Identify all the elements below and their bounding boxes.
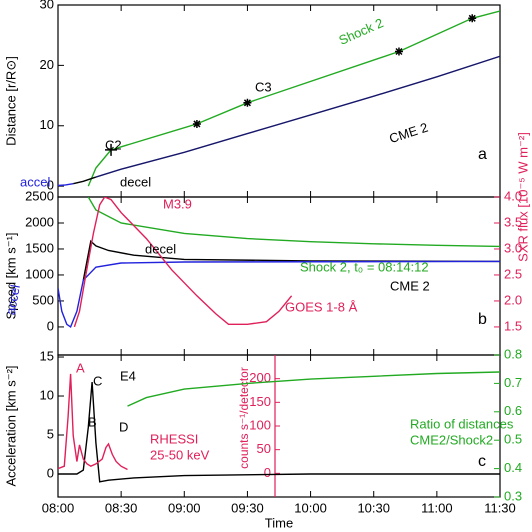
marker: [394, 47, 403, 56]
data-line: [58, 183, 74, 187]
y-tick-label: 15: [40, 348, 54, 363]
y2-tick-label: 0.5: [504, 432, 522, 447]
y3-tick-label: 0: [264, 465, 271, 480]
annotation: B: [88, 414, 97, 429]
x-tick-label: 08:30: [105, 500, 138, 515]
data-line: [58, 373, 128, 471]
series-label: decel: [120, 174, 151, 189]
y2-tick-label: 4.0: [504, 188, 522, 203]
x-tick-label: 10:30: [357, 500, 390, 515]
marker: [105, 143, 118, 156]
data-line: [58, 260, 500, 328]
series-label: GOES 1-8 Å: [285, 299, 358, 314]
x-axis-label: Time: [265, 515, 293, 530]
y2-tick-label: 2.0: [504, 292, 522, 307]
annotation: A: [76, 360, 85, 375]
y-tick-label: 2500: [25, 188, 54, 203]
panel-frame: [57, 354, 501, 498]
y-tick-label: 5: [47, 426, 54, 441]
y-tick-label: 30: [40, 0, 54, 11]
x-tick-label: 08:00: [42, 500, 75, 515]
series-label: Shock 2: [337, 15, 386, 48]
series-label: Ratio of distances: [410, 416, 514, 431]
y3-tick-label: 150: [249, 394, 271, 409]
series-label: accel: [20, 174, 50, 189]
x-tick-label: 10:00: [294, 500, 327, 515]
y3-axis-label: counts s⁻¹/detector: [237, 367, 251, 469]
marker: [192, 119, 201, 128]
series-label: accel: [3, 283, 23, 316]
y2-tick-label: 0.3: [504, 488, 522, 503]
y-tick-label: 20: [40, 57, 54, 72]
marker: [468, 14, 477, 23]
y-tick-label: 0: [47, 465, 54, 480]
annotation: D: [119, 419, 128, 434]
y-axis-label: Acceleration [km s⁻²]: [3, 365, 18, 486]
panel-frame: [57, 196, 501, 356]
annotation: b: [478, 311, 487, 328]
annotation: c: [478, 453, 486, 470]
plot-area: [58, 10, 500, 187]
y-tick-label: 1500: [25, 240, 54, 255]
y-axis-label: Speed [km s⁻¹]: [3, 232, 18, 319]
plot-area: [58, 371, 500, 483]
y2-axis-label: SXR flux [10⁻⁵ W m⁻²]: [515, 132, 530, 262]
y2-tick-label: 3.5: [504, 214, 522, 229]
y2-tick-label: 1.5: [504, 318, 522, 333]
series-label: Shock 2, t₀ = 08:14:12: [300, 259, 429, 274]
marker: [243, 98, 252, 107]
data-line: [87, 197, 500, 248]
y2-tick-label: 0.7: [504, 375, 522, 390]
y2-tick-label: 3.0: [504, 240, 522, 255]
annotation: M3.9: [163, 196, 192, 211]
x-tick-label: 09:30: [231, 500, 264, 515]
annotation: CME 2: [390, 278, 430, 293]
x-tick-label: 11:30: [484, 500, 516, 515]
y2-tick-label: 0.6: [504, 403, 522, 418]
y-tick-label: 10: [40, 387, 54, 402]
data-line: [95, 55, 500, 178]
series-label: CME 2: [387, 120, 429, 147]
data-line: [73, 197, 293, 328]
y2-tick-label: 0.4: [504, 460, 522, 475]
y-tick-label: 500: [32, 292, 54, 307]
y2-tick-label: 0.8: [504, 346, 522, 361]
y-tick-label: 1000: [25, 266, 54, 281]
data-line: [127, 371, 500, 407]
plot-area: [58, 197, 500, 328]
y3-tick-label: 50: [257, 441, 271, 456]
data-line: [87, 10, 500, 187]
y3-tick-label: 200: [249, 370, 271, 385]
y-tick-label: 2000: [25, 214, 54, 229]
y-axis-label: Distance [r/R⊙]: [3, 56, 18, 146]
annotation: C2: [105, 137, 122, 152]
annotation: a: [478, 146, 487, 163]
y-tick-label: 0: [47, 318, 54, 333]
annotation: C3: [255, 79, 272, 94]
y3-tick-label: 100: [249, 417, 271, 432]
x-tick-label: 09:00: [168, 500, 201, 515]
series-label: RHESSI: [150, 431, 198, 446]
y-tick-label: 0: [47, 178, 54, 193]
data-line: [73, 176, 97, 185]
y-tick-label: 10: [40, 117, 54, 132]
annotation: C: [93, 373, 102, 388]
y2-tick-label: 2.5: [504, 266, 522, 281]
series-label: decel: [145, 241, 176, 256]
annotation: E4: [120, 368, 136, 383]
x-tick-label: 11:00: [421, 500, 453, 515]
annotation: 25-50 keV: [150, 447, 210, 462]
annotation: CME2/Shock2: [410, 432, 493, 447]
